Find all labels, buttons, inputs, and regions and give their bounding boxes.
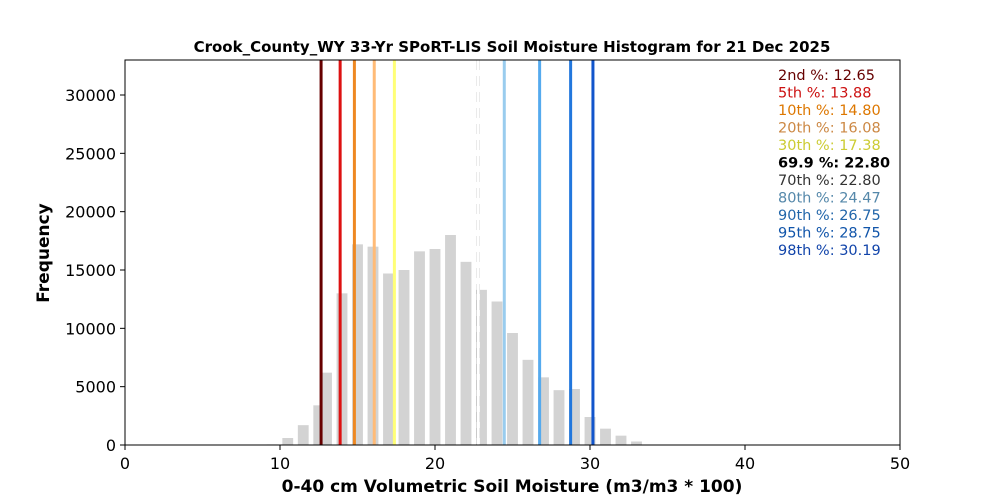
histogram-bar: [569, 389, 580, 445]
histogram-bar: [538, 377, 549, 445]
histogram-bar: [297, 425, 309, 445]
x-axis-ticks: 0 10 20 30 40 50: [120, 445, 910, 473]
chart-title: Crook_County_WY 33-Yr SPoRT-LIS Soil Moi…: [194, 38, 831, 56]
histogram-bar: [321, 372, 332, 445]
histogram-bar: [522, 359, 534, 445]
histogram-bar: [313, 405, 325, 445]
histogram-bar: [336, 293, 348, 445]
histogram-bar: [445, 235, 456, 445]
legend-entry: 10th %: 14.80: [778, 103, 881, 119]
histogram-bar: [600, 428, 611, 445]
legend-entry: 5th %: 13.88: [778, 86, 872, 102]
histogram-bar: [553, 390, 565, 445]
legend-entry: 98th %: 30.19: [778, 243, 881, 259]
x-tick-label: 0: [120, 454, 130, 473]
legend-entry: 20th %: 16.08: [778, 121, 881, 137]
legend-entry: 30th %: 17.38: [778, 138, 881, 154]
percentile-lines: [319, 60, 595, 445]
y-tick-label: 20000: [65, 203, 116, 222]
histogram-bar: [615, 435, 627, 445]
y-axis-label: Frequency: [34, 203, 54, 303]
histogram-bar: [491, 301, 503, 445]
x-tick-label: 20: [425, 454, 445, 473]
y-tick-label: 25000: [65, 144, 116, 163]
x-tick-label: 10: [270, 454, 290, 473]
x-tick-label: 50: [890, 454, 910, 473]
histogram-bar: [476, 289, 487, 445]
x-tick-label: 40: [735, 454, 755, 473]
y-tick-label: 5000: [75, 378, 116, 397]
y-tick-label: 30000: [65, 86, 116, 105]
histogram-bar: [414, 251, 425, 445]
legend-entry: 69.9 %: 22.80: [778, 156, 890, 172]
y-tick-label: 15000: [65, 261, 116, 280]
y-tick-label: 10000: [65, 319, 116, 338]
y-axis-ticks: 0 5000 10000 15000 20000 25000 30000: [65, 86, 125, 455]
legend-entry: 70th %: 22.80: [778, 173, 881, 189]
histogram-bar: [584, 417, 596, 445]
histogram-bar: [429, 249, 441, 445]
y-tick-label: 0: [106, 436, 116, 455]
histogram-bar: [398, 270, 410, 445]
histogram-bar: [282, 438, 294, 445]
legend-entry: 90th %: 26.75: [778, 208, 881, 224]
histogram-bar: [460, 261, 472, 445]
plot-frame: [124, 59, 901, 446]
x-tick-label: 30: [580, 454, 600, 473]
legend-entry: 95th %: 28.75: [778, 226, 881, 242]
histogram-bar: [383, 273, 394, 445]
histogram-bar: [631, 441, 642, 445]
legend-entry: 2nd %: 12.65: [778, 68, 875, 84]
histogram-bar: [507, 333, 518, 445]
x-axis-label: 0-40 cm Volumetric Soil Moisture (m3/m3 …: [282, 477, 743, 497]
histogram-bar: [352, 244, 363, 445]
legend-entry: 80th %: 24.47: [778, 191, 881, 207]
